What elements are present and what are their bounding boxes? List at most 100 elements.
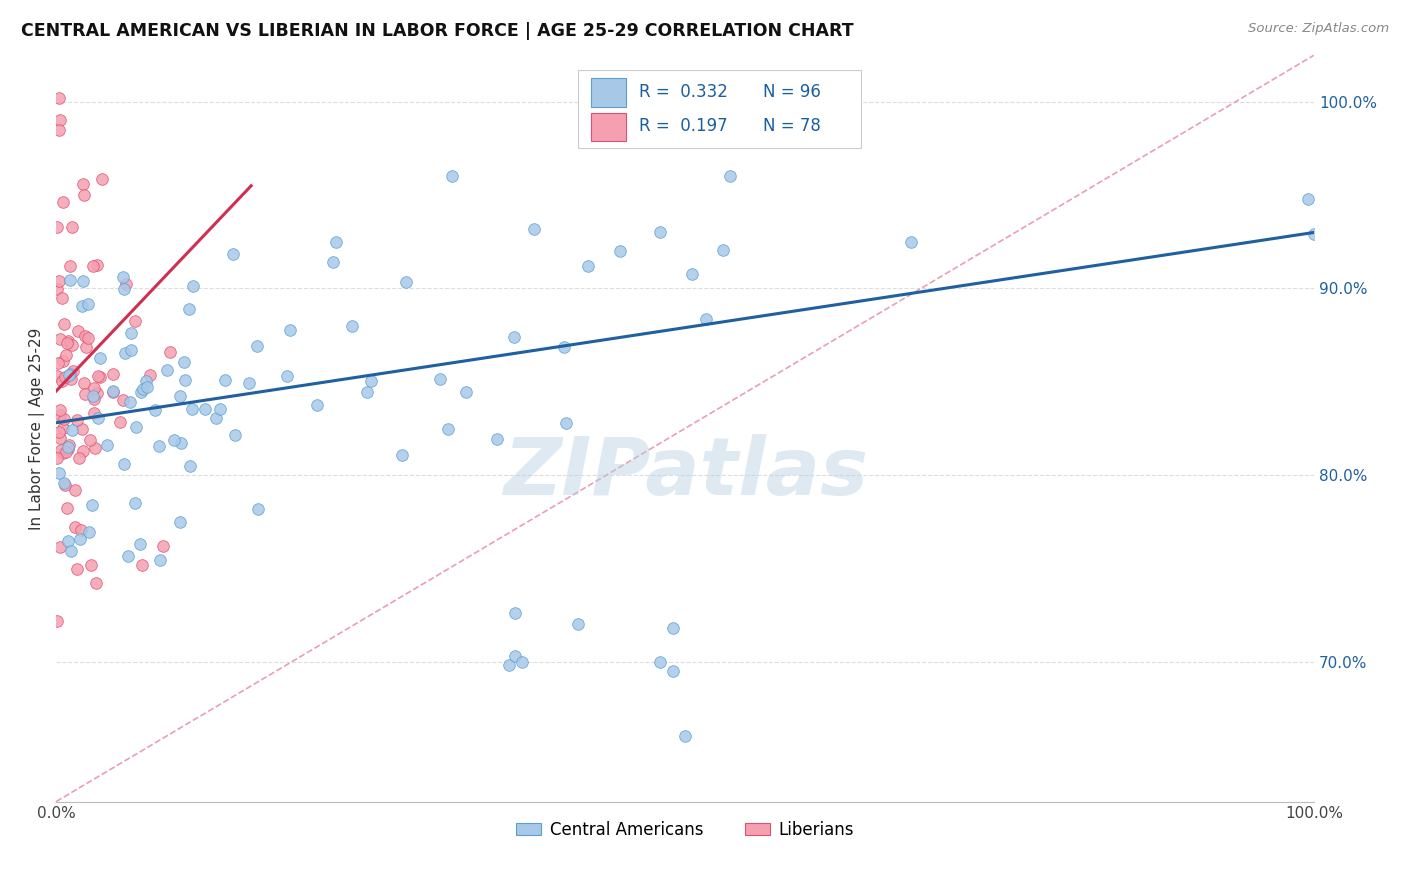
Point: [173, 354, 195, 368]
Point: [83, 407, 105, 421]
Point: [82, 259, 104, 273]
Point: [695, 312, 717, 326]
Point: [79, 434, 101, 448]
Point: [120, 326, 142, 340]
Point: [356, 384, 378, 399]
Point: [1296, 192, 1319, 206]
Point: [181, 401, 204, 416]
Point: [48, 122, 70, 136]
Point: [46, 368, 69, 383]
Point: [114, 346, 136, 360]
Point: [124, 314, 146, 328]
Point: [118, 394, 141, 409]
Point: [56, 442, 79, 456]
Point: [63, 520, 86, 534]
Point: [55, 348, 77, 362]
Point: [56, 440, 79, 454]
Point: [55, 336, 77, 351]
Point: [648, 655, 671, 669]
Point: [89, 351, 111, 365]
Point: [48, 425, 70, 439]
Point: [86, 258, 108, 272]
Point: [181, 279, 204, 293]
Point: [62, 364, 84, 378]
Point: [75, 340, 97, 354]
FancyBboxPatch shape: [578, 70, 862, 148]
Point: [86, 576, 108, 591]
Point: [72, 177, 94, 191]
Point: [58, 272, 80, 286]
Point: [503, 330, 526, 344]
Point: [900, 235, 922, 250]
FancyBboxPatch shape: [591, 78, 626, 107]
Point: [437, 422, 460, 436]
Point: [73, 188, 96, 202]
Point: [135, 374, 157, 388]
Point: [159, 345, 181, 359]
Point: [238, 376, 260, 391]
Legend: Central Americans, Liberians: Central Americans, Liberians: [510, 814, 860, 846]
Point: [143, 403, 166, 417]
Point: [325, 235, 347, 250]
Point: [69, 532, 91, 546]
Point: [553, 340, 575, 354]
Point: [80, 499, 103, 513]
Point: [77, 525, 100, 540]
Point: [498, 658, 520, 673]
Point: [51, 421, 73, 435]
Point: [60, 423, 83, 437]
Point: [70, 299, 93, 313]
Point: [46, 451, 69, 466]
Point: [69, 451, 91, 466]
Point: [48, 274, 70, 288]
Point: [73, 376, 96, 391]
Y-axis label: In Labor Force | Age 25-29: In Labor Force | Age 25-29: [30, 327, 45, 530]
Point: [52, 195, 75, 210]
Point: [138, 368, 160, 382]
Point: [103, 384, 125, 399]
Text: N = 96: N = 96: [763, 83, 821, 101]
Point: [46, 614, 69, 628]
Point: [56, 500, 79, 515]
Point: [129, 536, 152, 550]
Point: [58, 438, 80, 452]
Point: [49, 432, 72, 446]
Point: [110, 415, 132, 429]
Point: [69, 523, 91, 537]
Point: [55, 445, 77, 459]
Point: [72, 275, 94, 289]
Point: [148, 439, 170, 453]
Point: [222, 247, 245, 261]
Point: [305, 398, 328, 412]
Point: [120, 343, 142, 357]
Point: [77, 331, 100, 345]
Point: [155, 362, 177, 376]
Point: [169, 515, 191, 529]
Point: [53, 412, 76, 426]
Point: [169, 388, 191, 402]
Point: [208, 401, 231, 416]
Point: [395, 275, 418, 289]
Point: [125, 419, 148, 434]
Text: CENTRAL AMERICAN VS LIBERIAN IN LABOR FORCE | AGE 25-29 CORRELATION CHART: CENTRAL AMERICAN VS LIBERIAN IN LABOR FO…: [21, 22, 853, 40]
Point: [661, 664, 683, 678]
Point: [555, 417, 578, 431]
Point: [224, 427, 246, 442]
Point: [111, 269, 134, 284]
Point: [360, 374, 382, 388]
Text: R =  0.197: R = 0.197: [638, 117, 727, 135]
Point: [58, 334, 80, 348]
Point: [101, 384, 124, 399]
Point: [246, 339, 269, 353]
Point: [66, 324, 89, 338]
Point: [82, 389, 104, 403]
Point: [83, 381, 105, 395]
Point: [49, 443, 72, 458]
Point: [681, 267, 703, 281]
Point: [63, 483, 86, 498]
Point: [52, 318, 75, 332]
Point: [56, 534, 79, 549]
Point: [53, 478, 76, 492]
Point: [523, 221, 546, 235]
Point: [429, 372, 451, 386]
